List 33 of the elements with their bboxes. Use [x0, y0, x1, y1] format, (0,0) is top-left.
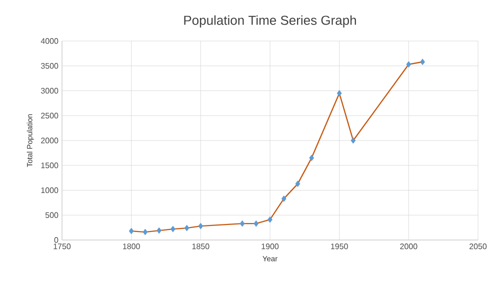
x-tick-label: 1800 — [123, 244, 140, 250]
point — [406, 61, 412, 68]
x-tick-label: 1950 — [331, 244, 348, 250]
point — [350, 137, 356, 144]
point — [184, 224, 190, 232]
point — [128, 228, 134, 234]
point — [268, 216, 272, 223]
point — [420, 58, 425, 66]
x-tick-label: 1750 — [54, 244, 71, 250]
point — [156, 227, 162, 234]
y-tick-label: 1000 — [41, 187, 58, 194]
y-tick-label: 500 — [45, 212, 58, 218]
y-tick-label: 1500 — [41, 162, 58, 168]
chart-title: Population Time Series Graph — [184, 15, 356, 28]
y-tick-label: 2000 — [41, 138, 58, 144]
y-tick-label: 3000 — [40, 88, 58, 94]
point — [295, 180, 300, 187]
y-tick-label: 3500 — [40, 63, 58, 69]
x-tick-label: 1850 — [192, 244, 210, 250]
y-tick-label: 4000 — [40, 38, 58, 44]
x-tick-label: 2000 — [400, 244, 418, 250]
x-tick-label: 2050 — [470, 244, 487, 250]
point — [281, 196, 286, 202]
point — [336, 90, 342, 96]
point — [198, 222, 204, 230]
y-tick-label: 2500 — [41, 112, 58, 118]
point — [254, 220, 259, 227]
point — [240, 220, 245, 227]
point — [142, 228, 148, 236]
y-tick-label: 0 — [54, 237, 58, 243]
x-tick-label: 1900 — [262, 244, 279, 250]
point — [309, 154, 314, 162]
point — [170, 226, 176, 232]
